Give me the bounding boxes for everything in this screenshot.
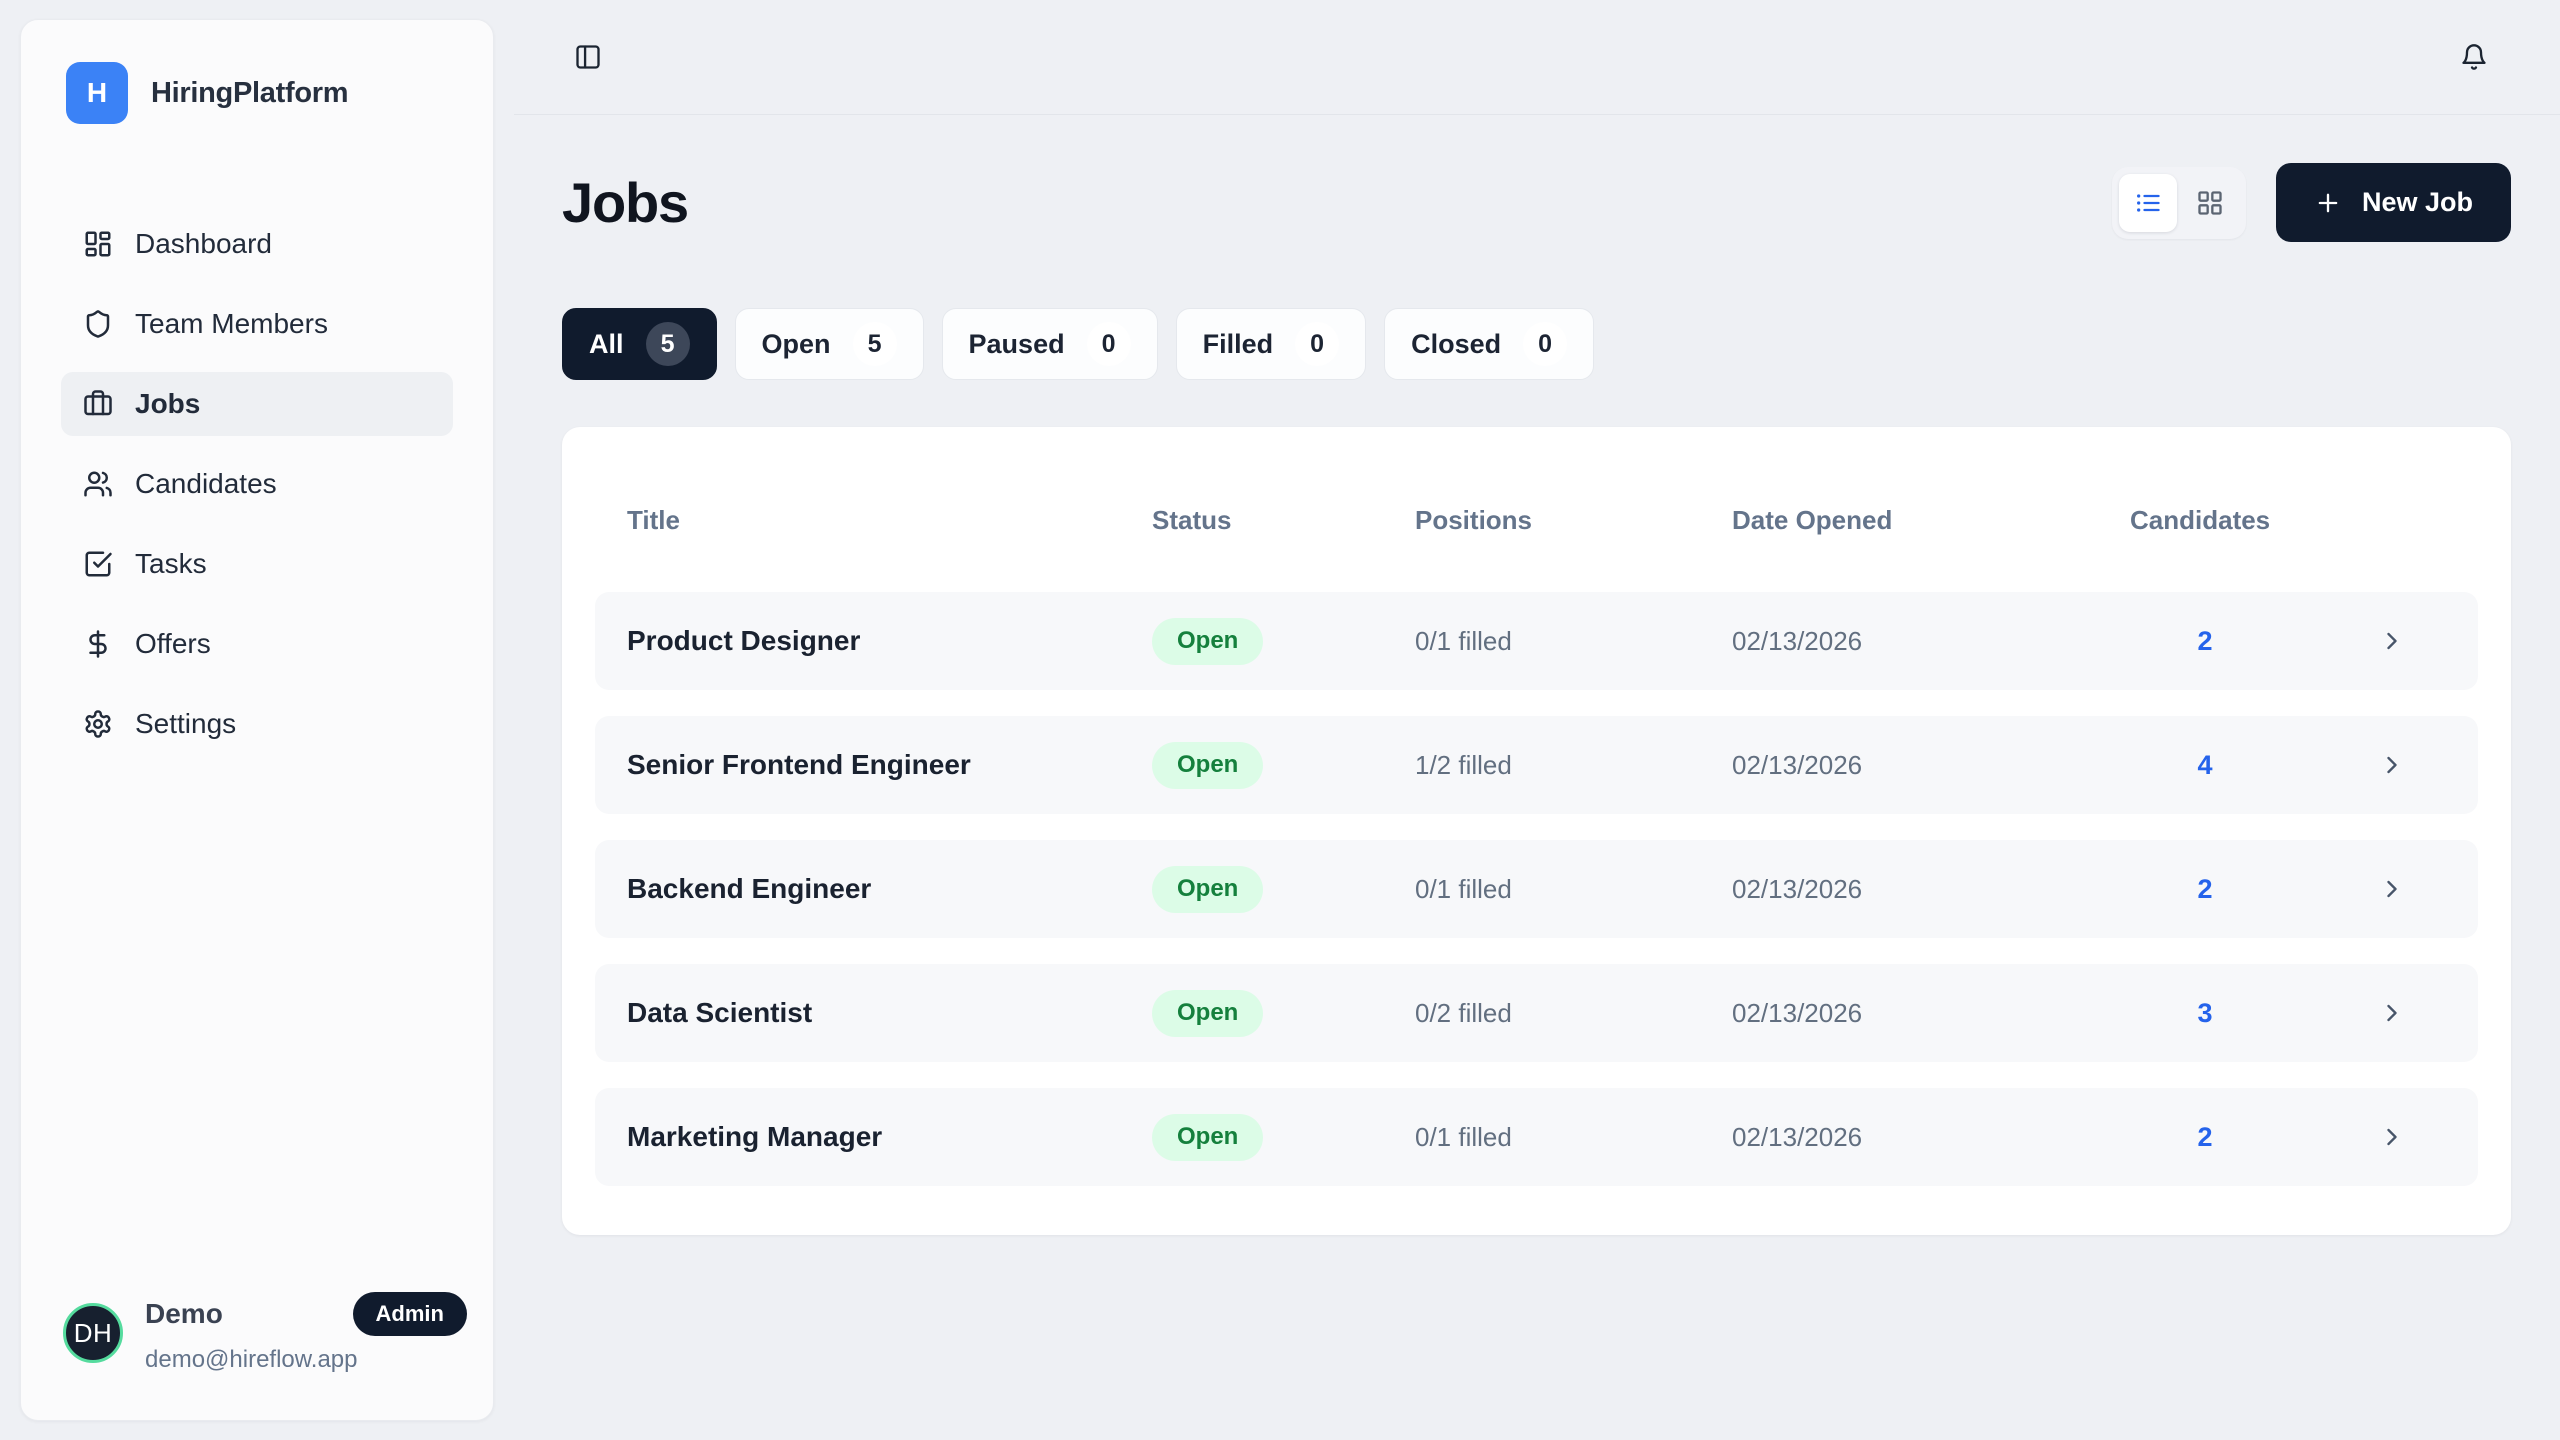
content: Jobs [514,163,2560,1235]
column-header-candidates: Candidates [2130,505,2271,535]
dollar-icon [83,629,113,659]
filter-count-badge: 5 [645,322,690,366]
topbar [514,0,2560,115]
column-header-positions: Positions [1415,505,1533,535]
sidebar-toggle-button[interactable] [574,43,602,71]
candidates-count: 2 [2197,625,2213,656]
table-header-row: Title Status Positions Date Opened Candi… [595,505,2478,535]
gear-icon [83,709,113,739]
table-row[interactable]: Data Scientist Open 0/2 filled 02/13/202… [595,964,2478,1062]
filter-count-badge: 5 [852,322,897,366]
date-opened-cell: 02/13/2026 [1732,1121,1863,1152]
column-header-title: Title [627,505,680,535]
plus-icon [2314,189,2342,217]
user-name: Demo [145,1298,223,1329]
grid-icon [2196,189,2224,217]
app-name: HiringPlatform [151,76,349,109]
sidebar-item-offers[interactable]: Offers [61,612,453,676]
chevron-right-icon[interactable] [2378,875,2446,903]
filter-count-badge: 0 [1295,322,1340,366]
table-row[interactable]: Product Designer Open 0/1 filled 02/13/2… [595,592,2478,690]
candidates-count: 3 [2197,997,2213,1028]
positions-cell: 0/1 filled [1415,625,1512,656]
chevron-right-icon[interactable] [2378,1123,2446,1151]
grid-view-button[interactable] [2181,174,2239,232]
candidates-count: 4 [2197,749,2213,780]
sidebar-item-jobs[interactable]: Jobs [61,372,453,436]
candidates-count: 2 [2197,873,2213,904]
notifications-button[interactable] [2460,43,2488,71]
filter-tab-paused[interactable]: Paused 0 [941,308,1158,380]
date-opened-cell: 02/13/2026 [1732,749,1863,780]
positions-cell: 0/1 filled [1415,1121,1512,1152]
filter-count-badge: 0 [1523,322,1568,366]
dashboard-icon [83,229,113,259]
date-opened-cell: 02/13/2026 [1732,625,1863,656]
job-title: Data Scientist [627,997,813,1028]
user-profile: DH Demo Admin demo@hireflow.app [41,1292,473,1374]
chevron-right-icon[interactable] [2378,627,2446,655]
table-row[interactable]: Backend Engineer Open 0/1 filled 02/13/2… [595,840,2478,938]
positions-cell: 1/2 filled [1415,749,1512,780]
sidebar-item-settings[interactable]: Settings [61,692,453,756]
jobs-table-card: Title Status Positions Date Opened Candi… [562,427,2511,1235]
status-badge: Open [1152,617,1264,665]
role-badge: Admin [352,1292,467,1336]
briefcase-icon [83,389,113,419]
column-header-status: Status [1152,505,1232,535]
candidates-count: 2 [2197,1121,2213,1152]
column-header-date-opened: Date Opened [1732,505,1893,535]
sidebar-item-candidates[interactable]: Candidates [61,452,453,516]
filter-tab-closed[interactable]: Closed 0 [1384,308,1595,380]
brand: H HiringPlatform [41,62,473,124]
shield-icon [83,309,113,339]
avatar: DH [63,1303,123,1363]
job-title: Product Designer [627,625,861,656]
jobs-table-body: Product Designer Open 0/1 filled 02/13/2… [595,592,2478,1186]
list-view-button[interactable] [2118,173,2177,232]
sidebar-item-dashboard[interactable]: Dashboard [61,212,453,276]
panel-left-icon [574,43,602,71]
new-job-button[interactable]: New Job [2275,163,2511,242]
users-icon [83,469,113,499]
status-filter-tabs: All 5 Open 5 Paused 0 Filled 0 [562,308,2511,380]
status-badge: Open [1152,989,1264,1037]
filter-count-badge: 0 [1086,322,1131,366]
date-opened-cell: 02/13/2026 [1732,873,1863,904]
filter-tab-open[interactable]: Open 5 [734,308,924,380]
page-title: Jobs [562,171,689,234]
view-toggle [2111,166,2246,239]
table-row[interactable]: Marketing Manager Open 0/1 filled 02/13/… [595,1088,2478,1186]
user-email: demo@hireflow.app [145,1346,358,1373]
sidebar-item-team-members[interactable]: Team Members [61,292,453,356]
table-row[interactable]: Senior Frontend Engineer Open 1/2 filled… [595,716,2478,814]
check-square-icon [83,549,113,579]
list-icon [2134,189,2162,217]
positions-cell: 0/2 filled [1415,997,1512,1028]
chevron-right-icon[interactable] [2378,751,2446,779]
app-logo: H [66,62,128,124]
bell-icon [2460,43,2488,71]
sidebar-item-tasks[interactable]: Tasks [61,532,453,596]
job-title: Marketing Manager [627,1121,883,1152]
date-opened-cell: 02/13/2026 [1732,997,1863,1028]
status-badge: Open [1152,865,1264,913]
filter-tab-filled[interactable]: Filled 0 [1175,308,1367,380]
job-title: Backend Engineer [627,873,872,904]
filter-tab-all[interactable]: All 5 [562,308,717,380]
main-area: Jobs [514,0,2560,1440]
sidebar-nav: Dashboard Team Members Jobs Candidates T… [41,212,473,756]
status-badge: Open [1152,741,1264,789]
job-title: Senior Frontend Engineer [627,749,971,780]
status-badge: Open [1152,1113,1264,1161]
chevron-right-icon[interactable] [2378,999,2446,1027]
sidebar: H HiringPlatform Dashboard Team Members … [20,19,494,1421]
positions-cell: 0/1 filled [1415,873,1512,904]
